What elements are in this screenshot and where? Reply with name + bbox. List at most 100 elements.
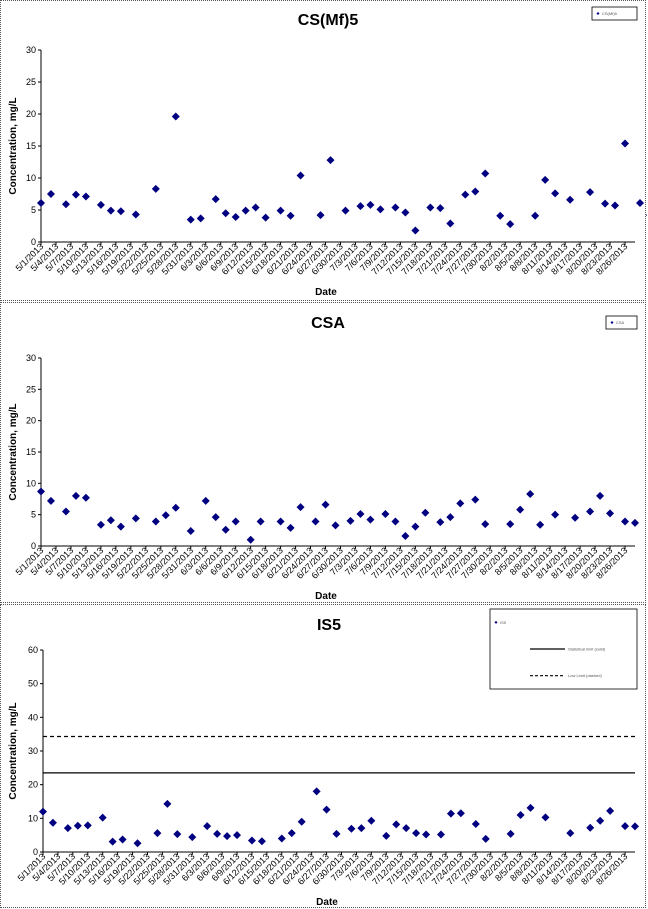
data-point <box>382 831 391 840</box>
data-point <box>401 531 410 540</box>
data-point <box>201 496 210 505</box>
data-point <box>118 835 127 844</box>
y-tick-label: 30 <box>28 746 38 756</box>
data-point <box>241 206 250 215</box>
data-point <box>116 522 125 531</box>
legend-marker <box>494 620 498 624</box>
data-point <box>412 829 421 838</box>
data-point <box>81 192 90 201</box>
data-point <box>506 520 515 529</box>
data-point <box>526 803 535 812</box>
data-point <box>98 813 107 822</box>
data-point <box>223 832 232 841</box>
chart-svg: IS501020304050605/1/20135/4/20135/7/2013… <box>8 608 639 908</box>
data-point <box>356 202 365 211</box>
data-point <box>256 517 265 526</box>
data-point <box>276 517 285 526</box>
data-point <box>391 203 400 212</box>
data-point <box>96 520 105 529</box>
data-point <box>506 220 515 229</box>
y-tick-label: 30 <box>26 45 36 55</box>
data-point <box>526 489 535 498</box>
y-tick-label: 5 <box>31 205 36 215</box>
data-point <box>297 817 306 826</box>
data-point <box>108 837 117 846</box>
data-point <box>231 517 240 526</box>
data-point <box>61 507 70 516</box>
chart-panel-csmf5: CS(Mf)5 0 5 10 15 20 25 30 5/1/2013 5/4/2013 5/7/2… <box>0 0 647 301</box>
data-point <box>536 520 545 529</box>
data-point <box>296 503 305 512</box>
data-point <box>261 213 270 222</box>
data-point <box>151 184 160 193</box>
x-axis-label: Date <box>315 287 337 298</box>
data-point <box>402 824 411 833</box>
y-tick-label: 10 <box>26 173 36 183</box>
data-point <box>321 500 330 509</box>
data-point <box>286 523 295 532</box>
data-point <box>221 209 230 218</box>
data-point <box>61 200 70 209</box>
data-point <box>163 799 172 808</box>
y-axis-label: Concentration, mg/L <box>8 403 19 500</box>
data-point <box>173 830 182 839</box>
data-point <box>496 211 505 220</box>
data-point <box>116 207 125 216</box>
data-point <box>347 824 356 833</box>
chart-title: IS5 <box>317 617 341 634</box>
data-point <box>71 190 80 199</box>
data-point <box>322 805 331 814</box>
data-point <box>106 206 115 215</box>
data-point <box>46 190 55 198</box>
legend-box <box>605 315 638 330</box>
legend-label: IS5 <box>500 620 507 625</box>
y-tick-label: 60 <box>28 645 38 655</box>
data-point <box>131 514 140 523</box>
data-point <box>211 195 220 204</box>
data-point <box>346 516 355 525</box>
data-point <box>312 787 321 796</box>
data-point <box>366 515 375 524</box>
data-point <box>531 211 540 220</box>
data-point <box>133 839 142 848</box>
data-point <box>621 139 630 148</box>
legend-marker <box>596 12 600 15</box>
data-point <box>456 499 465 508</box>
data-point <box>606 509 615 518</box>
data-point <box>332 829 341 838</box>
y-tick-label: 0 <box>33 847 38 857</box>
data-point <box>611 201 620 210</box>
data-point <box>471 820 480 829</box>
data-point <box>421 508 430 517</box>
y-tick-label: 0 <box>31 237 36 247</box>
data-point <box>83 821 92 830</box>
data-point <box>601 199 610 208</box>
data-point <box>276 206 285 215</box>
data-point <box>153 829 162 838</box>
data-point <box>586 823 595 832</box>
data-point <box>631 518 639 527</box>
data-point <box>436 830 445 839</box>
chart-panel-is5: IS5 0 10 20 30 40 50 60 5/1/2013 5/4/2013 5/7/2013… <box>0 604 646 908</box>
data-point <box>456 809 465 818</box>
data-point <box>287 829 296 838</box>
y-tick-label: 5 <box>31 510 36 520</box>
data-point <box>171 112 180 121</box>
data-point <box>233 831 242 840</box>
data-point <box>481 834 490 843</box>
data-point <box>286 211 295 220</box>
x-axis-label: Date <box>316 897 338 908</box>
data-point <box>203 822 212 831</box>
data-point <box>392 820 401 829</box>
data-point <box>551 189 560 198</box>
data-point <box>221 525 230 534</box>
data-point <box>188 833 197 842</box>
data-point <box>257 837 266 846</box>
data-point <box>341 206 350 215</box>
data-point <box>131 210 140 219</box>
data-point <box>621 822 630 831</box>
data-point <box>471 495 480 504</box>
data-point <box>446 219 455 228</box>
data-point <box>73 821 82 830</box>
data-point <box>411 522 420 531</box>
